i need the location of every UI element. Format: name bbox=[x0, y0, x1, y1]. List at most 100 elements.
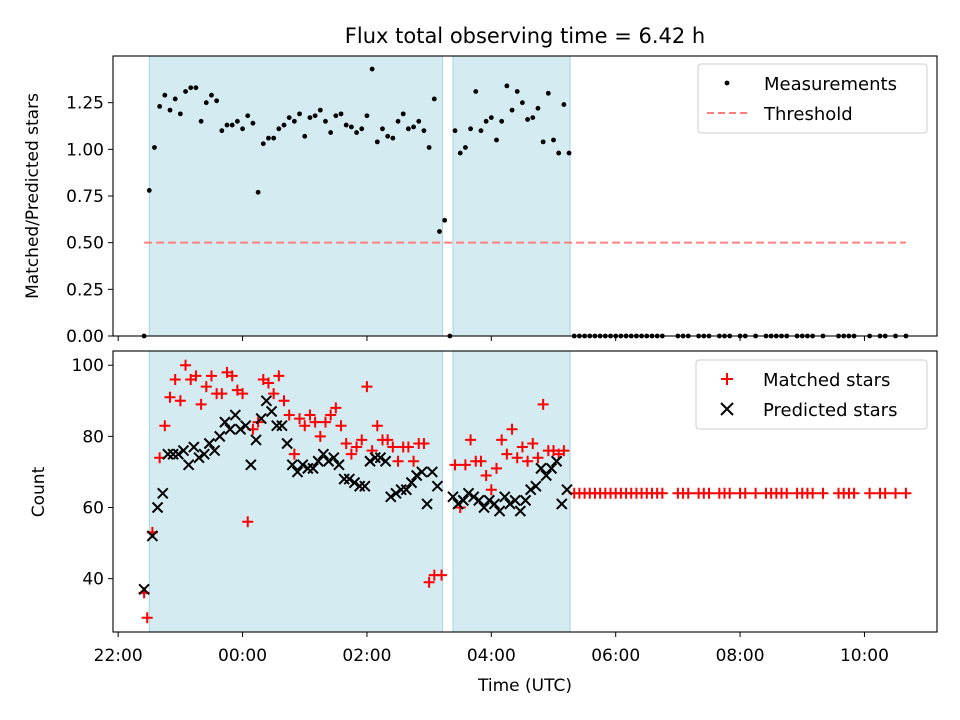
bottom-y-axis: 40 60 80 100 bbox=[72, 356, 113, 590]
bottom-y-tick-label: 60 bbox=[82, 499, 104, 519]
measurement-point bbox=[266, 135, 271, 141]
measurement-point bbox=[478, 128, 484, 134]
measurement-point bbox=[198, 118, 204, 124]
matched-star-point bbox=[314, 430, 326, 442]
predicted-star-point bbox=[182, 459, 195, 471]
measurement-point bbox=[442, 217, 448, 223]
measurement-point bbox=[426, 145, 432, 150]
measurement-point bbox=[224, 122, 230, 128]
predicted-star-point bbox=[338, 473, 350, 485]
matched-star-point bbox=[283, 409, 295, 421]
legend-threshold-label: Threshold bbox=[763, 104, 853, 125]
predicted-star-point bbox=[364, 455, 376, 467]
matched-star-point bbox=[739, 487, 751, 499]
matched-star-point bbox=[522, 455, 534, 467]
predicted-star-point bbox=[405, 476, 418, 489]
x-axis-label: Time (UTC) bbox=[477, 676, 572, 696]
measurement-point bbox=[271, 135, 277, 141]
matched-star-point bbox=[159, 420, 171, 432]
measurement-point bbox=[431, 96, 437, 102]
measurement-point bbox=[286, 115, 292, 120]
predicted-star-point bbox=[138, 583, 150, 596]
predicted-star-point bbox=[421, 498, 433, 510]
predicted-star-point bbox=[530, 480, 542, 492]
predicted-star-point bbox=[224, 423, 236, 435]
predicted-star-point bbox=[426, 466, 438, 478]
top-y-tick-label: 0.75 bbox=[66, 187, 104, 207]
predicted-star-point bbox=[177, 444, 190, 457]
matched-star-point bbox=[330, 402, 342, 414]
observing-interval-1 bbox=[148, 55, 444, 337]
observing-interval-2 bbox=[452, 350, 571, 633]
matched-star-point bbox=[449, 459, 461, 471]
predicted-star-point bbox=[395, 484, 407, 496]
legend-predicted-label: Predicted stars bbox=[763, 400, 897, 421]
predicted-star-point bbox=[193, 452, 205, 464]
predicted-star-point bbox=[488, 498, 501, 510]
measurement-point bbox=[188, 85, 194, 91]
matched-star-point bbox=[262, 377, 274, 389]
measurement-point bbox=[354, 130, 359, 135]
matched-star-point bbox=[242, 516, 254, 528]
predicted-star-point bbox=[333, 459, 345, 471]
measurement-point bbox=[157, 104, 163, 109]
measurement-point bbox=[297, 111, 302, 117]
measurement-point bbox=[488, 115, 494, 120]
matched-star-point bbox=[817, 487, 829, 499]
matched-star-point bbox=[304, 409, 316, 421]
matched-star-point bbox=[340, 437, 352, 449]
legend-matched-marker bbox=[721, 373, 733, 385]
top-x-ticks bbox=[117, 336, 865, 341]
matched-star-point bbox=[537, 398, 549, 410]
matched-star-point bbox=[268, 388, 280, 400]
top-y-axis: 0.00 0.25 0.50 0.75 1.00 1.25 bbox=[66, 94, 113, 347]
predicted-star-point bbox=[271, 419, 283, 432]
matched-star-point bbox=[335, 420, 347, 432]
matched-star-point bbox=[351, 441, 363, 453]
measurement-point bbox=[545, 90, 551, 96]
measurement-point bbox=[183, 89, 188, 94]
measurement-point bbox=[323, 118, 328, 124]
measurement-point bbox=[255, 189, 261, 195]
measurement-point bbox=[240, 126, 245, 132]
measurement-point bbox=[209, 92, 214, 98]
measurement-point bbox=[514, 89, 520, 94]
measurement-point bbox=[172, 96, 178, 102]
matched-star-point bbox=[288, 448, 300, 460]
top-legend-box bbox=[697, 63, 928, 134]
measurement-point bbox=[540, 139, 546, 145]
measurement-point bbox=[162, 92, 168, 98]
bottom-y-tick-label: 80 bbox=[82, 427, 104, 447]
matched-star-point bbox=[490, 462, 502, 474]
measurement-point bbox=[390, 135, 396, 141]
predicted-star-point bbox=[447, 491, 459, 503]
matched-star-point bbox=[516, 441, 528, 453]
predicted-star-point bbox=[260, 395, 273, 407]
measurement-point bbox=[380, 126, 385, 132]
predicted-star-point bbox=[545, 462, 558, 475]
matched-star-point bbox=[703, 487, 715, 499]
measurement-point bbox=[307, 115, 313, 120]
measurement-point bbox=[260, 141, 266, 147]
predicted-star-point bbox=[286, 459, 299, 471]
measurement-point bbox=[499, 118, 505, 124]
predicted-star-point bbox=[431, 480, 444, 492]
measurement-point bbox=[520, 100, 525, 106]
matched-star-point bbox=[506, 423, 518, 435]
predicted-star-point bbox=[561, 484, 573, 496]
top-legend: Measurements Threshold bbox=[697, 63, 928, 134]
predicted-star-point bbox=[239, 419, 252, 432]
measurement-point bbox=[494, 137, 499, 143]
matched-star-point bbox=[371, 420, 383, 432]
measurement-point bbox=[566, 150, 572, 156]
predicted-star-point bbox=[162, 448, 174, 460]
measurement-point bbox=[421, 128, 427, 134]
predicted-star-point bbox=[151, 501, 164, 514]
figure-title: Flux total observing time = 6.42 h bbox=[345, 24, 705, 48]
measurement-point bbox=[561, 102, 567, 107]
matched-star-point bbox=[496, 434, 508, 446]
predicted-star-point bbox=[265, 405, 278, 418]
matched-star-point bbox=[174, 395, 186, 407]
predicted-star-point bbox=[462, 487, 475, 499]
predicted-star-point bbox=[550, 455, 563, 467]
